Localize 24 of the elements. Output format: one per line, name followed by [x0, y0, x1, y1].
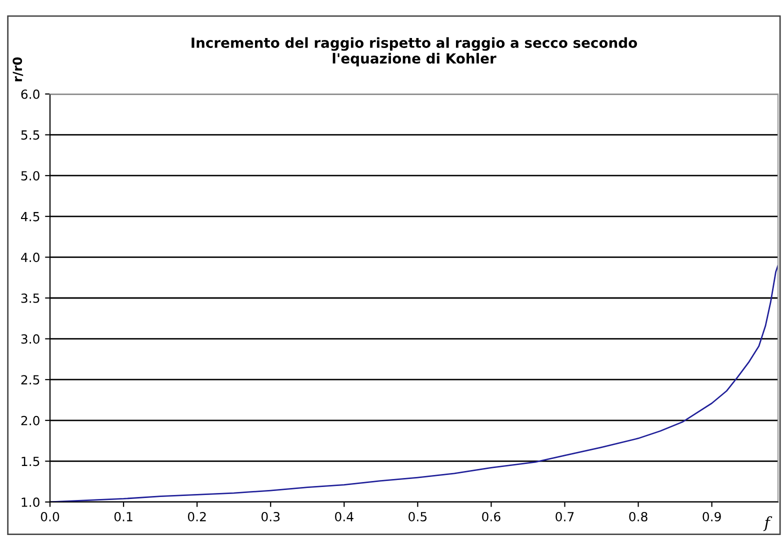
x-tick-label: 0.4 — [335, 512, 354, 522]
y-tick-label: 6.0 — [21, 89, 40, 99]
y-tick-label: 2.0 — [21, 416, 40, 426]
x-axis-title: f — [763, 516, 772, 532]
y-tick-label: 2.5 — [21, 375, 40, 385]
y-tick-label: 4.0 — [21, 252, 40, 262]
x-tick-label: 0.5 — [408, 512, 427, 522]
x-tick-label: 0.9 — [702, 512, 721, 522]
x-tick-label: 0.6 — [482, 512, 500, 522]
x-tick-label: 0.2 — [188, 512, 206, 522]
y-tick-label: 5.5 — [21, 130, 40, 140]
x-tick-label: 0.7 — [556, 512, 574, 522]
y-axis-title: r/r0 — [12, 57, 24, 82]
y-tick-label: 3.0 — [21, 334, 40, 344]
x-tick-label: 0.1 — [114, 512, 132, 522]
y-tick-label: 3.5 — [21, 293, 40, 303]
y-tick-label: 5.0 — [21, 171, 40, 181]
x-tick-label: 0.3 — [261, 512, 280, 522]
chart-title: Incremento del raggio rispetto al raggio a secco secondo l'equazione di Kohler — [192, 37, 638, 66]
y-tick-label: 1.0 — [22, 497, 40, 507]
y-tick-label: 4.5 — [21, 212, 40, 222]
x-tick-label: 0.0 — [40, 512, 60, 522]
y-tick-label: 1.5 — [22, 456, 40, 466]
x-tick-label: 0.8 — [629, 512, 648, 522]
